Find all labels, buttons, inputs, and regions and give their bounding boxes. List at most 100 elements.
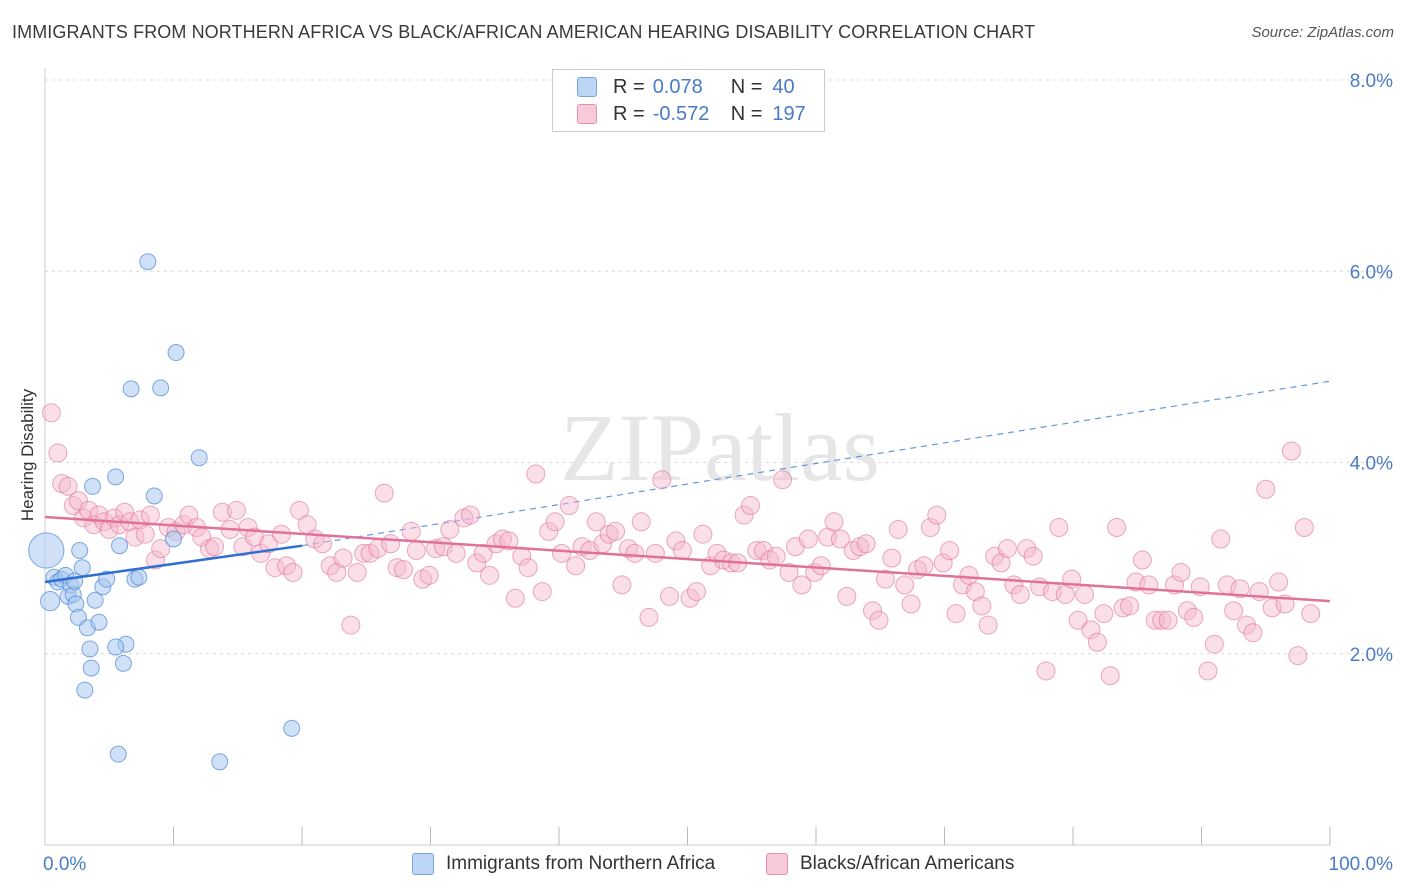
data-point-blacks — [1256, 479, 1276, 499]
data-point-blacks — [875, 569, 895, 589]
chart-title: IMMIGRANTS FROM NORTHERN AFRICA VS BLACK… — [12, 22, 1036, 42]
trend-lines — [44, 515, 1331, 603]
legend-n-label: N = — [730, 102, 763, 125]
axes — [44, 68, 1331, 846]
data-point-blacks — [959, 565, 979, 585]
data-point-blacks — [58, 476, 78, 496]
data-point-blacks — [374, 483, 394, 503]
data-point-immigrants — [114, 654, 132, 672]
data-point-blacks — [446, 543, 466, 563]
data-point-blacks — [68, 491, 88, 511]
data-point-blacks — [559, 496, 579, 516]
data-point-blacks — [387, 558, 407, 578]
data-point-blacks — [1294, 518, 1314, 538]
data-point-blacks — [1120, 596, 1140, 616]
data-point-immigrants — [109, 745, 127, 763]
data-point-blacks — [205, 537, 225, 557]
x-tick-label: 0.0% — [43, 854, 86, 875]
data-point-blacks — [518, 558, 538, 578]
data-point-blacks — [41, 403, 61, 423]
data-point-immigrants — [98, 570, 116, 588]
data-point-blacks — [645, 543, 665, 563]
legend-label: Blacks/African Americans — [800, 853, 1015, 874]
data-point-immigrants — [81, 640, 99, 658]
data-point-blacks — [1224, 601, 1244, 621]
data-point-immigrants — [167, 344, 185, 362]
data-point-blacks — [505, 588, 525, 608]
legend-swatch-pink — [766, 853, 788, 875]
data-point-immigrants — [71, 541, 89, 559]
data-point-blacks — [473, 543, 493, 563]
data-point-blacks — [631, 512, 651, 532]
y-tick-labels: 2.0% 4.0% 6.0% 8.0% — [1350, 71, 1393, 666]
y-tick-label: 2.0% — [1350, 645, 1393, 666]
data-point-blacks — [766, 546, 786, 566]
data-point-blacks — [341, 615, 361, 635]
data-point-blacks — [586, 512, 606, 532]
data-point-immigrants — [111, 537, 129, 555]
legend-row-blacks: R = -0.572 N = 197 — [577, 102, 806, 126]
data-point-blacks — [837, 586, 857, 606]
data-point-blacks — [440, 519, 460, 539]
bottom-legend-blacks: Blacks/African Americans — [766, 852, 1014, 876]
data-point-blacks — [1036, 661, 1056, 681]
data-point-blacks — [773, 470, 793, 490]
data-point-immigrants — [28, 532, 65, 569]
data-point-blacks — [48, 443, 68, 463]
data-point-immigrants — [152, 379, 170, 397]
data-point-immigrants — [165, 530, 182, 548]
data-point-blacks — [1204, 634, 1224, 654]
trend-line-immigrants-extended — [301, 380, 1331, 547]
data-point-blacks — [914, 556, 934, 576]
data-point-blacks — [882, 548, 902, 568]
data-point-blacks — [552, 543, 572, 563]
data-point-immigrants — [76, 681, 94, 699]
data-point-blacks — [401, 521, 421, 541]
data-point-blacks — [1158, 610, 1178, 630]
grid-lines — [45, 79, 1392, 655]
data-point-blacks — [1017, 539, 1037, 559]
data-point-immigrants — [86, 591, 104, 609]
legend-row-immigrants: R = 0.078 N = 40 — [577, 75, 795, 99]
data-point-blacks — [1171, 562, 1191, 582]
data-point-blacks — [946, 604, 966, 624]
data-point-blacks — [140, 505, 160, 525]
data-point-immigrants — [107, 468, 125, 486]
y-tick-label: 6.0% — [1350, 262, 1393, 283]
data-point-blacks — [1132, 550, 1152, 570]
data-point-immigrants — [90, 613, 108, 631]
data-point-blacks — [824, 512, 844, 532]
data-point-blacks — [1236, 615, 1256, 635]
data-point-blacks — [313, 534, 333, 554]
data-point-blacks — [1081, 620, 1101, 640]
data-point-blacks — [693, 524, 713, 544]
data-point-blacks — [672, 540, 692, 560]
data-point-blacks — [566, 556, 586, 576]
data-point-blacks — [1269, 572, 1289, 592]
legend-r-label: R = — [613, 102, 645, 125]
data-point-blacks — [920, 518, 940, 538]
data-point-blacks — [1023, 546, 1043, 566]
data-point-blacks — [740, 496, 760, 516]
data-point-blacks — [747, 540, 767, 560]
data-point-blacks — [997, 539, 1017, 559]
data-point-blacks — [244, 527, 264, 547]
data-point-blacks — [259, 534, 279, 554]
data-point-immigrants — [122, 380, 140, 398]
data-point-blacks — [1049, 518, 1069, 538]
data-point-blacks — [1230, 579, 1250, 599]
data-point-blacks — [856, 534, 876, 554]
data-point-blacks — [888, 519, 908, 539]
y-tick-label: 8.0% — [1350, 71, 1393, 92]
data-point-blacks — [1152, 610, 1172, 630]
legend-n-value: 197 — [772, 102, 806, 125]
data-point-blacks — [606, 521, 626, 541]
data-point-blacks — [686, 582, 706, 602]
data-point-blacks — [1068, 610, 1088, 630]
trend-line-immigrants — [44, 544, 303, 584]
legend-swatch-pink — [577, 104, 597, 124]
data-point-immigrants — [130, 568, 148, 586]
data-point-blacks — [238, 518, 258, 538]
legend-n-value: 40 — [772, 75, 795, 98]
